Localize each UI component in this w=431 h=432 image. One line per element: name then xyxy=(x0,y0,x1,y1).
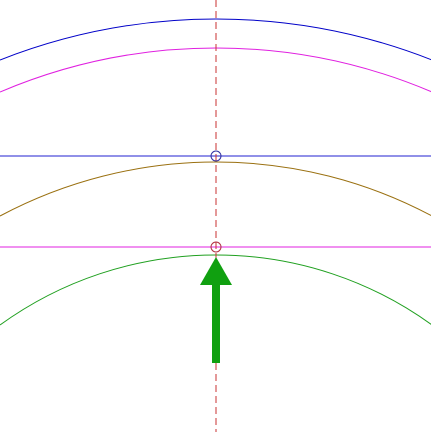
blue-arc xyxy=(0,18,431,61)
olive-arc xyxy=(0,161,431,217)
magenta-marker xyxy=(210,241,222,253)
arrow-head xyxy=(200,257,232,285)
blue-marker xyxy=(210,150,222,162)
arrow-shaft xyxy=(212,283,220,363)
